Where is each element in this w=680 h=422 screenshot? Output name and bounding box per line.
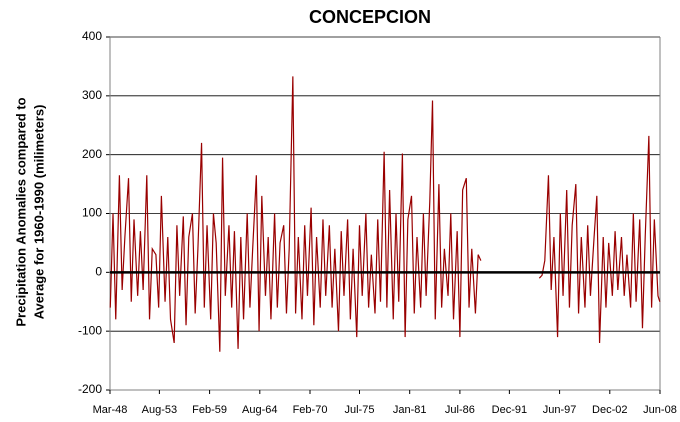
x-tick-label: Jan-81	[393, 404, 427, 416]
y-tick-label: 100	[82, 206, 102, 220]
y-tick-label: 400	[82, 29, 102, 43]
data-line	[109, 76, 661, 352]
x-tick-label: Dec-91	[492, 404, 527, 416]
y-tick-label: -100	[78, 323, 102, 337]
x-tick-label: Aug-53	[142, 404, 177, 416]
y-tick-label: 300	[82, 88, 102, 102]
x-tick-label: Jun-97	[543, 404, 577, 416]
y-axis-title-line: Precipitation Anomalies compared to	[13, 97, 28, 326]
y-tick-label: -200	[78, 382, 102, 396]
chart-title: CONCEPCION	[309, 7, 431, 27]
y-axis-title: Precipitation Anomalies compared to Aver…	[13, 97, 46, 326]
y-axis-title-line: Average for 1960-1990 (milimeters)	[31, 105, 46, 320]
y-tick-label: 0	[95, 265, 102, 279]
x-tick-label: Aug-64	[242, 404, 277, 416]
x-tick-label: Mar-48	[93, 404, 128, 416]
x-tick-label: Jul-75	[345, 404, 375, 416]
x-tick-label: Jun-08	[643, 404, 677, 416]
x-tick-label: Feb-70	[293, 404, 328, 416]
x-tick-label: Jul-86	[445, 404, 475, 416]
y-tick-label: 200	[82, 147, 102, 161]
x-tick-label: Dec-02	[592, 404, 627, 416]
x-tick-label: Feb-59	[192, 404, 227, 416]
